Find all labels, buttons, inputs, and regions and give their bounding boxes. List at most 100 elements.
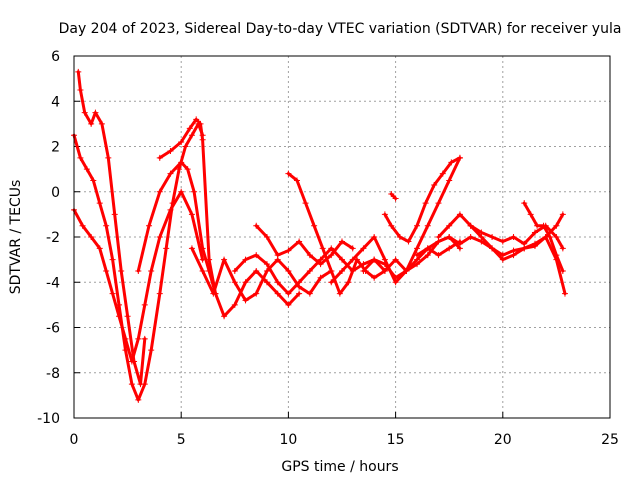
data-point-marker (360, 245, 367, 252)
data-point-marker (388, 191, 395, 198)
data-point-marker (88, 120, 95, 127)
data-point-marker (553, 252, 560, 259)
data-point-marker (546, 234, 553, 240)
data-point-marker (328, 279, 335, 286)
data-point-marker (339, 267, 345, 274)
data-point-marker (135, 267, 142, 274)
data-point-marker (531, 240, 538, 247)
data-point-marker (521, 200, 528, 207)
data-point-marker (424, 252, 431, 259)
series-track-5 (136, 160, 301, 318)
data-point-marker (403, 267, 410, 274)
x-tick-label: 5 (177, 432, 186, 448)
data-point-marker (510, 252, 517, 259)
markers-track-2 (71, 120, 206, 403)
data-point-marker (77, 86, 84, 93)
data-point-marker (199, 136, 206, 143)
data-point-marker (77, 154, 84, 161)
data-point-marker (103, 222, 110, 229)
data-point-marker (274, 279, 281, 286)
data-point-marker (199, 267, 206, 274)
data-point-marker (156, 154, 163, 161)
data-point-marker (146, 222, 153, 229)
data-point-marker (167, 148, 174, 155)
data-point-marker (124, 313, 131, 320)
data-point-marker (540, 222, 547, 229)
data-point-marker (521, 245, 528, 252)
x-tick-label: 0 (70, 432, 79, 448)
data-point-marker (424, 222, 431, 229)
data-point-marker (559, 245, 566, 252)
data-point-marker (534, 222, 541, 229)
data-point-marker (221, 313, 228, 320)
data-point-marker (431, 181, 438, 188)
data-point-marker (392, 195, 399, 202)
data-point-marker (167, 206, 174, 213)
data-point-marker (489, 234, 496, 240)
y-tick-label: 6 (51, 49, 60, 65)
series-track-17 (389, 192, 398, 200)
y-tick-label: -10 (37, 411, 60, 427)
data-point-marker (128, 381, 135, 388)
data-point-marker (296, 290, 303, 297)
data-point-marker (285, 301, 292, 308)
data-point-marker (285, 267, 292, 274)
data-point-marker (478, 234, 485, 240)
data-point-marker (360, 267, 367, 274)
data-point-marker (109, 256, 116, 263)
markers-track-12 (381, 154, 463, 245)
data-point-marker (178, 138, 185, 145)
data-point-marker (141, 335, 148, 342)
x-tick-label: 25 (601, 432, 619, 448)
data-point-marker (111, 211, 118, 218)
data-point-marker (439, 170, 446, 177)
data-point-marker (285, 170, 292, 177)
series-track-12 (383, 156, 462, 243)
data-point-marker (98, 120, 105, 127)
data-point-marker (135, 396, 142, 403)
y-tick-label: -4 (46, 275, 60, 291)
data-point-marker (253, 222, 260, 229)
data-point-marker (456, 240, 463, 247)
data-point-marker (392, 274, 399, 281)
y-tick-label: -6 (46, 321, 60, 337)
data-point-marker (446, 245, 453, 252)
series-track-8 (254, 224, 355, 266)
data-point-marker (328, 252, 335, 259)
markers-track-16 (521, 200, 566, 274)
data-point-marker (141, 381, 148, 388)
y-tick-label: 4 (51, 94, 60, 110)
data-point-marker (274, 290, 281, 297)
data-point-marker (253, 252, 260, 259)
data-point-marker (302, 200, 309, 207)
data-point-marker (559, 211, 566, 218)
data-point-marker (167, 170, 174, 177)
data-point-marker (231, 279, 238, 286)
data-point-marker (311, 222, 318, 229)
data-point-marker (561, 290, 568, 297)
data-point-marker (381, 261, 388, 268)
data-point-marker (371, 234, 378, 240)
chart-title: Day 204 of 2023, Sidereal Day-to-day VTE… (59, 21, 622, 37)
data-point-marker (231, 301, 238, 308)
y-tick-label: -2 (46, 230, 60, 246)
markers-track-3 (71, 188, 206, 365)
data-point-marker (446, 222, 453, 229)
x-tick-label: 15 (387, 432, 405, 448)
series-track-6 (190, 246, 333, 302)
data-point-marker (339, 238, 345, 245)
x-tick-label: 10 (279, 432, 297, 448)
data-point-marker (285, 290, 292, 297)
markers-track-5 (135, 159, 303, 320)
data-point-marker (381, 267, 388, 274)
markers-track-9 (285, 170, 463, 297)
data-point-marker (456, 154, 463, 161)
data-point-marker (176, 166, 183, 173)
data-point-marker (109, 290, 116, 297)
data-point-marker (135, 335, 142, 342)
data-point-marker (435, 200, 442, 207)
data-point-marker (210, 290, 217, 297)
y-tick-label: 2 (51, 140, 60, 156)
data-point-marker (253, 290, 260, 297)
data-point-marker (446, 234, 453, 240)
